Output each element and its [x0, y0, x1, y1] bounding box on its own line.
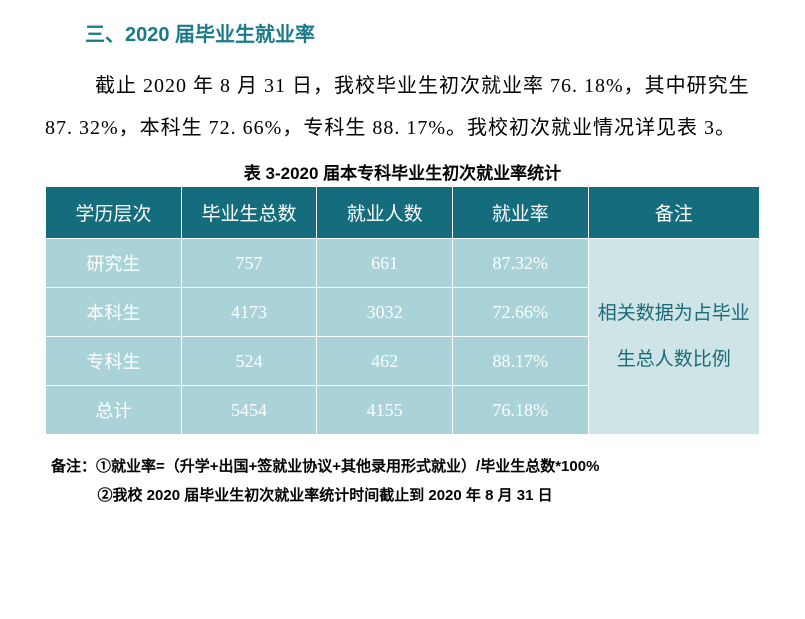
cell-employed: 661: [317, 239, 453, 288]
cell-employed: 3032: [317, 288, 453, 337]
cell-level: 专科生: [46, 337, 182, 386]
th-employed: 就业人数: [317, 187, 453, 239]
section-heading: 三、2020 届毕业生就业率: [85, 18, 760, 47]
table-caption: 表 3-2020 届本专科毕业生初次就业率统计: [45, 159, 760, 184]
th-level: 学历层次: [46, 187, 182, 239]
cell-level: 研究生: [46, 239, 182, 288]
cell-total: 5454: [181, 386, 317, 435]
cell-total: 524: [181, 337, 317, 386]
cell-employed: 462: [317, 337, 453, 386]
th-total: 毕业生总数: [181, 187, 317, 239]
employment-table: 学历层次 毕业生总数 就业人数 就业率 备注 研究生 757 661 87.32…: [45, 186, 760, 435]
table-header-row: 学历层次 毕业生总数 就业人数 就业率 备注: [46, 187, 760, 239]
footnote-2: ②我校 2020 届毕业生初次就业率统计时间截止到 2020 年 8 月 31 …: [98, 482, 761, 511]
intro-paragraph: 截止 2020 年 8 月 31 日，我校毕业生初次就业率 76. 18%，其中…: [45, 65, 760, 149]
th-remark: 备注: [588, 187, 759, 239]
cell-total: 757: [181, 239, 317, 288]
cell-rate: 87.32%: [452, 239, 588, 288]
cell-level: 本科生: [46, 288, 182, 337]
cell-employed: 4155: [317, 386, 453, 435]
intro-text: 截止 2020 年 8 月 31 日，我校毕业生初次就业率 76. 18%，其中…: [45, 75, 750, 139]
cell-rate: 76.18%: [452, 386, 588, 435]
footnotes: 备注：①就业率=（升学+出国+签就业协议+其他录用形式就业）/毕业生总数*100…: [51, 453, 760, 510]
cell-rate: 88.17%: [452, 337, 588, 386]
cell-total: 4173: [181, 288, 317, 337]
footnote-1: 备注：①就业率=（升学+出国+签就业协议+其他录用形式就业）/毕业生总数*100…: [51, 453, 760, 482]
th-rate: 就业率: [452, 187, 588, 239]
table-row: 研究生 757 661 87.32% 相关数据为占毕业生总人数比例: [46, 239, 760, 288]
cell-remark: 相关数据为占毕业生总人数比例: [588, 239, 759, 435]
cell-level: 总计: [46, 386, 182, 435]
cell-rate: 72.66%: [452, 288, 588, 337]
